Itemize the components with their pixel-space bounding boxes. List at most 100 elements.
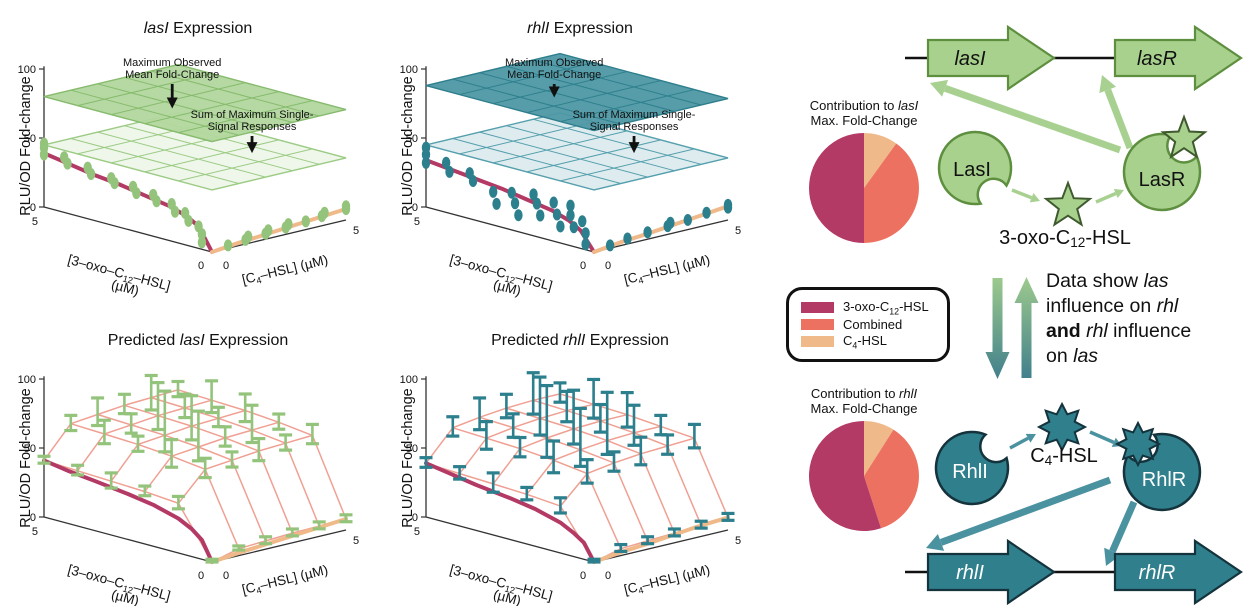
pie-slice-3-oxo-c12-hsl	[809, 133, 864, 243]
data-point	[556, 220, 565, 233]
gene-arrow-lasI-label: lasI	[954, 48, 986, 70]
max-observed-plane-grid	[178, 100, 313, 134]
gene-arrow-lasR-label: lasR	[1137, 48, 1177, 70]
data-point	[59, 151, 69, 164]
protein-LasI-label: LasI	[953, 159, 991, 181]
max-observed-plane-grid	[560, 89, 695, 123]
y-axis-unit: (µM)	[492, 277, 523, 299]
x-axis-title: [C4–HSL] (µM)	[240, 252, 329, 289]
max-observed-plane-grid	[97, 83, 266, 130]
plot-predicted-rhlI-expression: Predicted rhlI Expression RLU/OD Fold-ch…	[388, 316, 772, 606]
pie-slice-3-oxo-c12-hsl	[808, 421, 881, 531]
protein-RhlR	[1122, 432, 1202, 512]
z-tick-label: 50	[406, 133, 418, 145]
data-point	[702, 206, 711, 219]
sum-single-signal-plane-grid	[178, 148, 313, 182]
z-tick-label: 100	[400, 374, 418, 386]
axis-c4	[211, 529, 347, 563]
max-observed-plane-grid	[70, 89, 239, 136]
signal-label-c4-hsl: C4-HSL	[1030, 445, 1098, 468]
data-point	[180, 207, 190, 220]
prediction-surface-col	[177, 389, 347, 520]
max-observed-plane-grid	[144, 91, 279, 125]
data-point	[536, 209, 545, 222]
max-observed-plane-grid	[452, 78, 621, 125]
pie-slice-c4-hsl	[864, 421, 894, 476]
gene-arrow-rhlR	[1113, 538, 1243, 606]
annotation-sum-single-arrow-head	[246, 142, 258, 154]
prediction-surface-col	[97, 413, 267, 542]
data-point	[107, 172, 116, 185]
axis-3oxo	[43, 516, 213, 563]
y-axis-min-label: 0	[580, 260, 586, 272]
data-point	[167, 197, 176, 210]
sum-single-signal-plane-grid	[493, 130, 628, 164]
max-observed-plane-grid	[77, 73, 212, 107]
data-point	[445, 165, 454, 178]
annotation-max-observed-arrow-head	[166, 97, 178, 109]
max-observed-plane-grid	[151, 70, 320, 117]
data-point	[581, 227, 590, 240]
influence-arrow-down-head	[985, 352, 1010, 379]
annotation-max-observed-text: Mean Fold-Change	[507, 69, 601, 81]
max-observed-plane-grid	[526, 80, 661, 114]
x-axis-title: [C4–HSL] (µM)	[622, 562, 711, 599]
legend-label: 3-oxo-C12-HSL	[843, 298, 929, 317]
annotation-sum-single-text: Sum of Maximum Single-	[573, 109, 696, 121]
legend: 3-oxo-C12-HSL Combined C4-HSL	[786, 287, 950, 362]
prediction-surface-col	[452, 427, 622, 550]
annotation-sum-single-text: Sum of Maximum Single-	[191, 109, 314, 121]
prediction-surface-col	[559, 393, 729, 518]
prediction-surface-col	[506, 407, 676, 534]
pie-block-lasI: Contribution to lasI Max. Fold-Change	[782, 98, 946, 249]
pie-chart-rhlI	[808, 421, 919, 531]
data-point	[421, 141, 431, 154]
prediction-surface-row	[425, 393, 561, 464]
gene-arrow-rhlR-label: rhlR	[1139, 562, 1176, 584]
sum-single-signal-plane-grid	[97, 131, 266, 178]
data-point	[581, 238, 590, 251]
annotation-max-observed-text: Mean Fold-Change	[125, 69, 219, 81]
synthesis-arrow-LasI-to-signal	[1011, 188, 1033, 200]
x-axis-min-label: 0	[223, 570, 229, 582]
data-point	[566, 209, 575, 222]
dose-response-curve-3oxo	[42, 458, 214, 564]
protein-LasR-label: LasR	[1139, 169, 1186, 191]
y-axis-max-label: 5	[32, 216, 38, 228]
dose-response-curve-3oxo	[42, 151, 214, 254]
data-point	[683, 213, 692, 226]
data-point	[723, 198, 733, 211]
legend-item-c4: C4-HSL	[801, 333, 947, 350]
activation-arrow-lasR-to-lasR-head	[1099, 75, 1117, 94]
axis-3oxo	[425, 206, 595, 253]
legend-item-combined: Combined	[801, 316, 947, 333]
x-axis-max-label: 5	[353, 535, 359, 547]
x-axis-max-label: 5	[735, 225, 741, 237]
protein-LasI	[937, 130, 1013, 206]
plot-title: Predicted rhlI Expression	[491, 332, 669, 349]
bound-signal-burst-RhlR	[1114, 420, 1162, 468]
dose-response-curve-c4	[592, 515, 730, 564]
z-tick-label: 0	[412, 512, 418, 524]
sum-single-signal-plane-grid	[459, 121, 594, 155]
annotation-max-observed-text: Maximum Observed	[123, 57, 221, 69]
influence-statement: Data show las influence on rhl and rhl inf…	[1046, 270, 1192, 367]
data-point	[529, 188, 538, 201]
activation-arrow-lasR-to-lasR	[1104, 88, 1134, 150]
prediction-surface-row	[559, 437, 695, 507]
axis-3oxo	[425, 516, 595, 563]
y-axis-max-label: 5	[414, 526, 420, 538]
z-tick-label: 100	[18, 64, 36, 76]
data-point	[421, 156, 431, 169]
axis-c4	[593, 529, 729, 563]
legend-swatch-combined	[801, 319, 834, 330]
protein-RhlI	[934, 430, 1010, 506]
legend-label: Combined	[843, 317, 903, 332]
data-point	[197, 236, 207, 249]
annotation-max-observed-arrow-head	[548, 86, 560, 98]
axis-3oxo	[43, 206, 213, 253]
data-point	[666, 216, 675, 229]
